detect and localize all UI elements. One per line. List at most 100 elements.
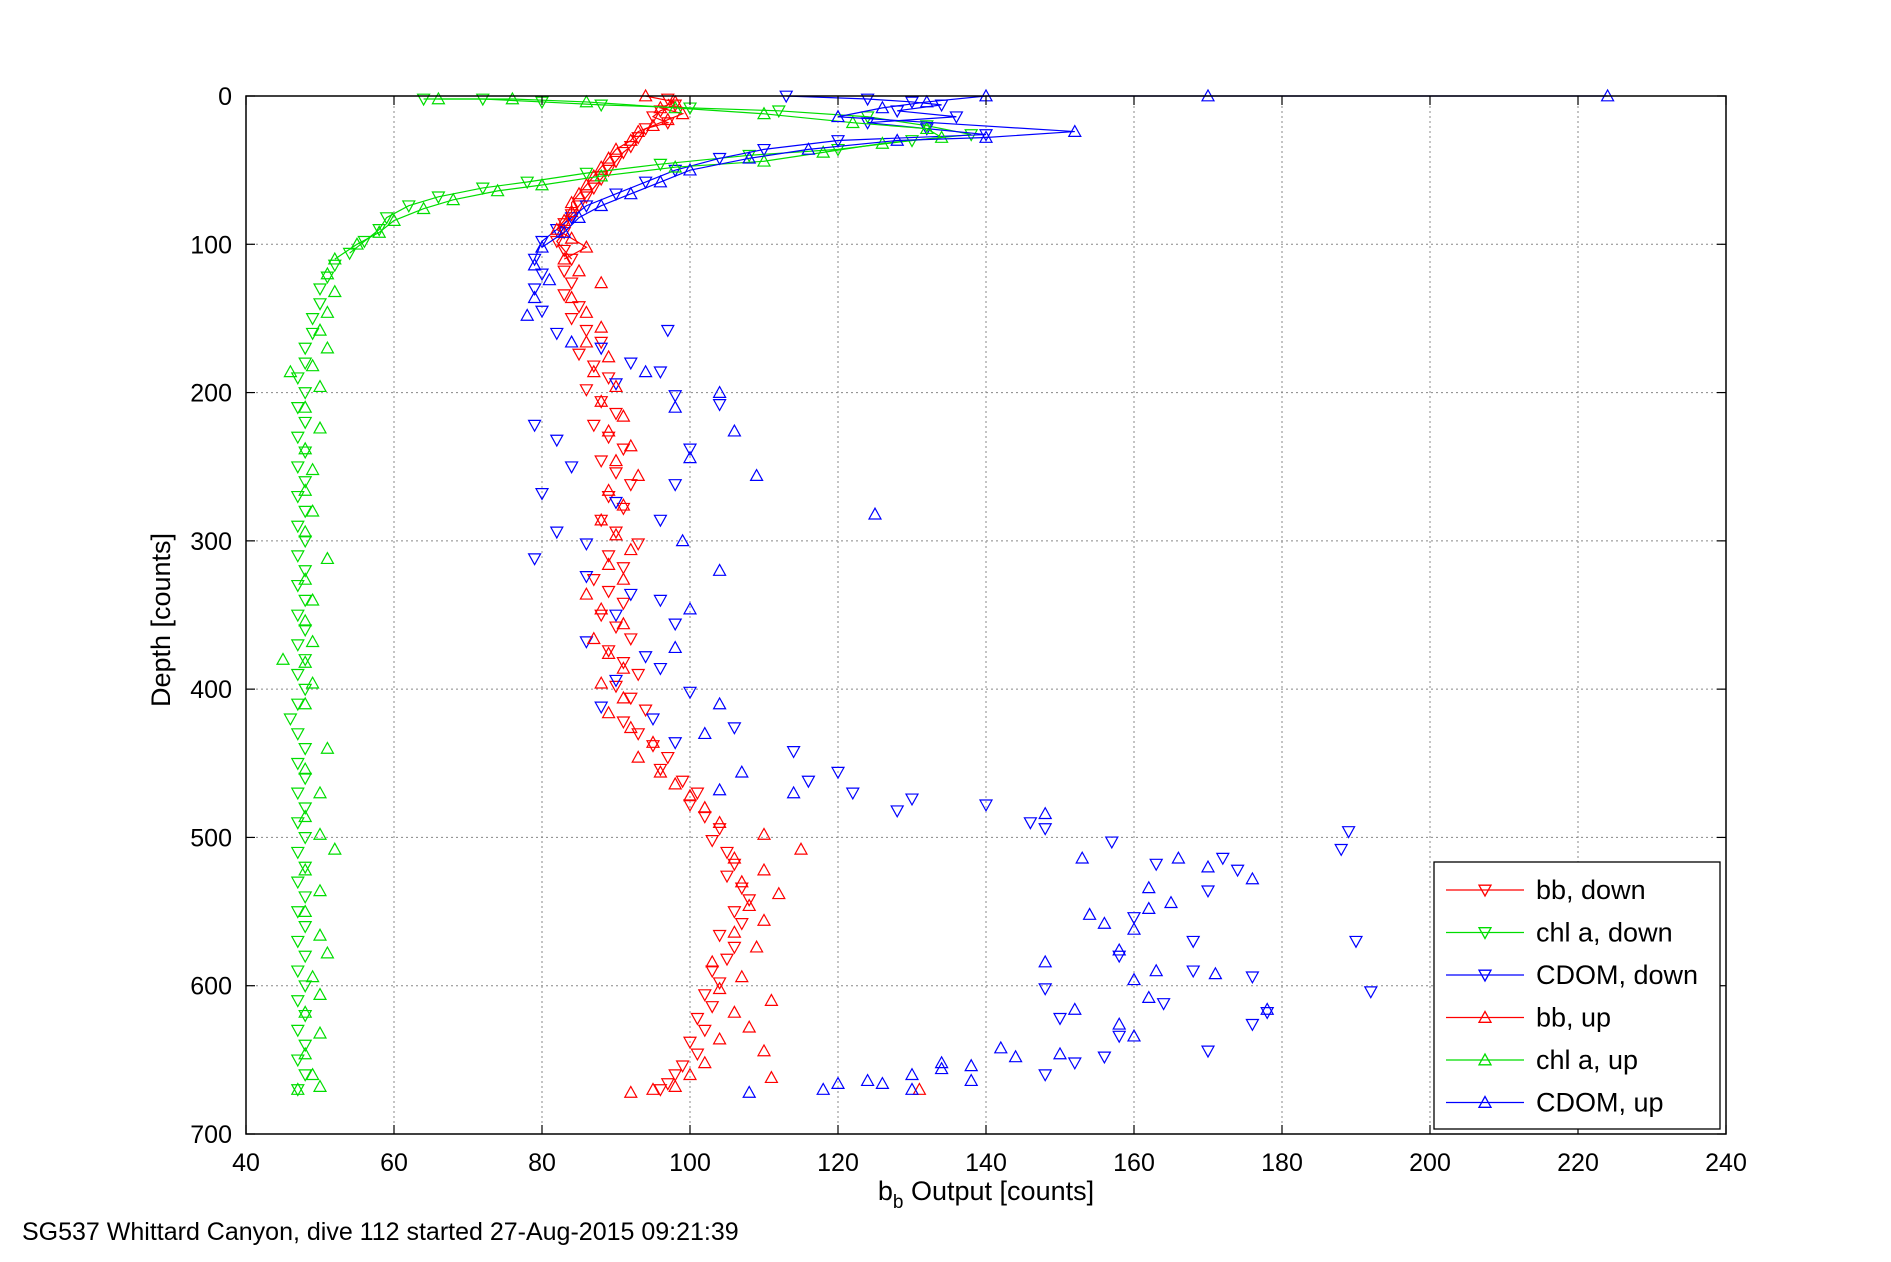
data-point [660,117,675,130]
data-point [616,716,631,730]
data-point [1186,965,1201,979]
data-point [875,100,890,114]
data-point [616,572,631,585]
data-point [290,1054,305,1068]
data-point [919,121,934,135]
data-point [727,941,742,955]
data-point [571,210,587,223]
data-point [608,674,624,688]
data-point [298,1009,313,1023]
data-point [298,572,313,585]
data-point [290,431,305,445]
x-axis-label-rest: Output [counts] [904,1176,1095,1206]
data-point [830,109,846,123]
data-point [860,93,875,107]
data-point [557,244,572,258]
data-point [579,538,594,552]
data-point [579,636,594,649]
data-point [742,151,757,164]
x-tick-label: 120 [817,1149,859,1177]
data-point [756,143,772,157]
data-point [719,846,735,860]
series-line [534,95,987,260]
data-point [608,379,624,393]
data-point [756,1043,772,1057]
data-point [312,323,328,336]
data-point [527,553,542,566]
data-point [594,159,609,173]
data-point [372,225,387,238]
data-point [653,662,668,676]
data-point [564,204,579,218]
data-point [601,483,616,496]
data-point [623,588,638,602]
plot-series [275,88,1615,1098]
data-point [712,977,727,990]
data-point [904,96,920,110]
data-point [793,842,809,855]
data-point [312,379,328,393]
data-point [298,655,313,668]
data-point [742,1085,757,1098]
data-point [645,740,661,753]
data-point [1230,864,1245,878]
data-point [534,268,550,282]
data-point [1260,1007,1275,1020]
data-point [571,263,587,277]
data-point [305,1067,320,1081]
data-point [705,834,720,848]
data-point [305,592,320,606]
data-point [594,601,609,615]
y-tick-label: 100 [190,231,232,259]
data-point [1023,817,1038,830]
data-point [290,906,305,919]
data-point [601,151,616,164]
data-point [682,1067,698,1081]
series-line [541,95,1608,248]
data-point [601,557,616,570]
data-point [298,950,313,964]
legend-marker [1477,1052,1493,1066]
data-point [327,842,342,855]
data-point [616,409,631,422]
data-point [534,305,550,319]
data-point [290,490,305,504]
data-point [608,188,624,202]
data-point [586,182,601,196]
data-point [1141,990,1156,1003]
figure-caption: SG537 Whittard Canyon, dive 112 started … [22,1218,739,1246]
data-point [298,357,313,371]
data-point [727,1005,742,1018]
data-point [290,461,305,474]
data-point [298,387,313,400]
data-point [305,327,320,341]
data-point [290,372,305,385]
data-point [801,142,816,155]
data-point [608,407,624,421]
grid [246,96,1726,1134]
data-point [749,939,764,953]
data-point [616,146,631,160]
data-point [290,609,305,623]
series-line [334,98,944,260]
legend-label: bb, up [1536,1003,1611,1033]
data-point [320,945,335,959]
data-point [608,378,624,391]
data-point [586,419,601,433]
data-point [623,542,638,556]
data-point [756,106,772,120]
data-point [682,601,698,615]
data-point [298,483,313,496]
data-point [1200,885,1216,899]
data-point [653,174,668,188]
data-point [283,713,298,727]
data-point [623,438,638,452]
data-point [594,342,609,356]
data-point [579,191,594,205]
data-point [1363,986,1378,999]
data-point [623,479,638,492]
data-point [586,574,601,587]
data-point [904,1067,920,1081]
data-point [764,993,779,1006]
data-point [830,135,846,148]
